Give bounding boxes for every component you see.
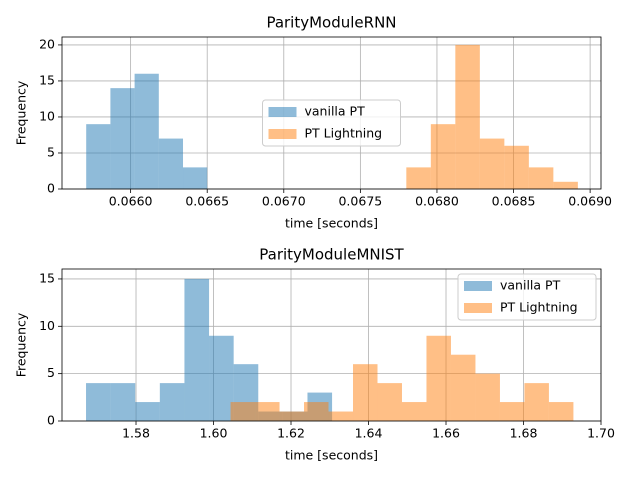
y-tick-label: 5	[47, 144, 55, 159]
legend: vanilla PT PT Lightning	[457, 273, 597, 321]
x-tick-label: 0.0665	[185, 194, 229, 209]
histogram-bar	[401, 402, 427, 421]
histogram-bar	[135, 402, 160, 421]
histogram-bar	[528, 167, 554, 189]
histogram-bar	[158, 138, 184, 189]
legend-swatch	[464, 281, 492, 291]
histogram-bar	[209, 335, 234, 421]
y-tick-label: 15	[39, 270, 55, 285]
x-tick-label: 0.0690	[568, 194, 612, 209]
x-tick-label: 0.0680	[415, 194, 459, 209]
x-tick-label: 0.0685	[492, 194, 536, 209]
y-tick-label: 5	[47, 365, 55, 380]
histogram-bar	[304, 402, 329, 421]
x-tick-label: 0.0660	[109, 194, 153, 209]
y-tick-label: 0	[47, 181, 55, 196]
x-tick-label: 1.70	[587, 426, 615, 441]
histogram-bar	[86, 383, 111, 421]
legend-swatch	[268, 129, 297, 139]
histogram-bar	[524, 383, 549, 421]
histogram-bar	[183, 167, 208, 189]
histogram-bar	[353, 364, 378, 421]
x-tick-label: 1.68	[510, 426, 538, 441]
x-tick-label: 0.0675	[338, 194, 382, 209]
legend: vanilla PT PT Lightning	[262, 99, 401, 147]
histogram-bar	[377, 383, 402, 421]
x-axis-label: time [seconds]	[285, 448, 378, 463]
histogram-bar	[430, 124, 456, 189]
y-tick-label: 20	[39, 36, 55, 51]
x-axis-label: time [seconds]	[285, 216, 378, 231]
y-axis-label: Frequency	[14, 312, 29, 377]
legend-box	[457, 273, 597, 321]
legend-swatch	[268, 107, 297, 117]
histogram-bar	[134, 73, 159, 189]
chart-title: ParityModuleRNN	[266, 14, 396, 32]
x-tick-label: 1.58	[122, 426, 150, 441]
histogram-bar	[475, 373, 500, 421]
histogram-bar	[426, 335, 451, 421]
histogram-bar	[184, 278, 210, 421]
histogram-bar	[110, 88, 135, 189]
y-tick-label: 15	[39, 72, 55, 87]
x-tick-label: 0.0670	[262, 194, 306, 209]
legend-label: PT Lightning	[305, 126, 383, 141]
legend-label: vanilla PT	[305, 104, 366, 119]
histogram-bar	[499, 402, 525, 421]
axes-frame	[61, 268, 602, 422]
histogram-bar	[255, 402, 280, 421]
x-tick-label: 1.62	[277, 426, 305, 441]
histogram-bar	[548, 402, 574, 421]
legend-label: PT Lightning	[500, 300, 578, 315]
y-tick-label: 10	[39, 108, 55, 123]
x-tick-label: 1.66	[432, 426, 460, 441]
histogram-bar	[230, 402, 256, 421]
histogram-bar	[479, 138, 505, 189]
histogram-bar	[110, 383, 136, 421]
axes-frame	[61, 36, 602, 190]
histogram-bar	[86, 124, 111, 189]
x-tick-label: 1.64	[355, 426, 383, 441]
legend-label: vanilla PT	[500, 278, 561, 293]
x-tick-label: 1.60	[200, 426, 228, 441]
histogram-bar	[279, 411, 305, 421]
legend-box	[262, 99, 401, 147]
histogram-bar	[328, 411, 354, 421]
histogram-bar	[455, 44, 480, 190]
chart-title: ParityModuleMNIST	[259, 246, 404, 264]
y-axis-label: Frequency	[14, 80, 29, 145]
y-tick-label: 0	[47, 413, 55, 428]
histogram-bar	[504, 145, 529, 189]
y-tick-label: 10	[39, 318, 55, 333]
histogram-bar	[159, 383, 185, 421]
histogram-bar	[450, 354, 476, 421]
histogram-bar	[553, 181, 578, 189]
histogram-bar	[406, 167, 431, 189]
legend-swatch	[464, 303, 492, 313]
